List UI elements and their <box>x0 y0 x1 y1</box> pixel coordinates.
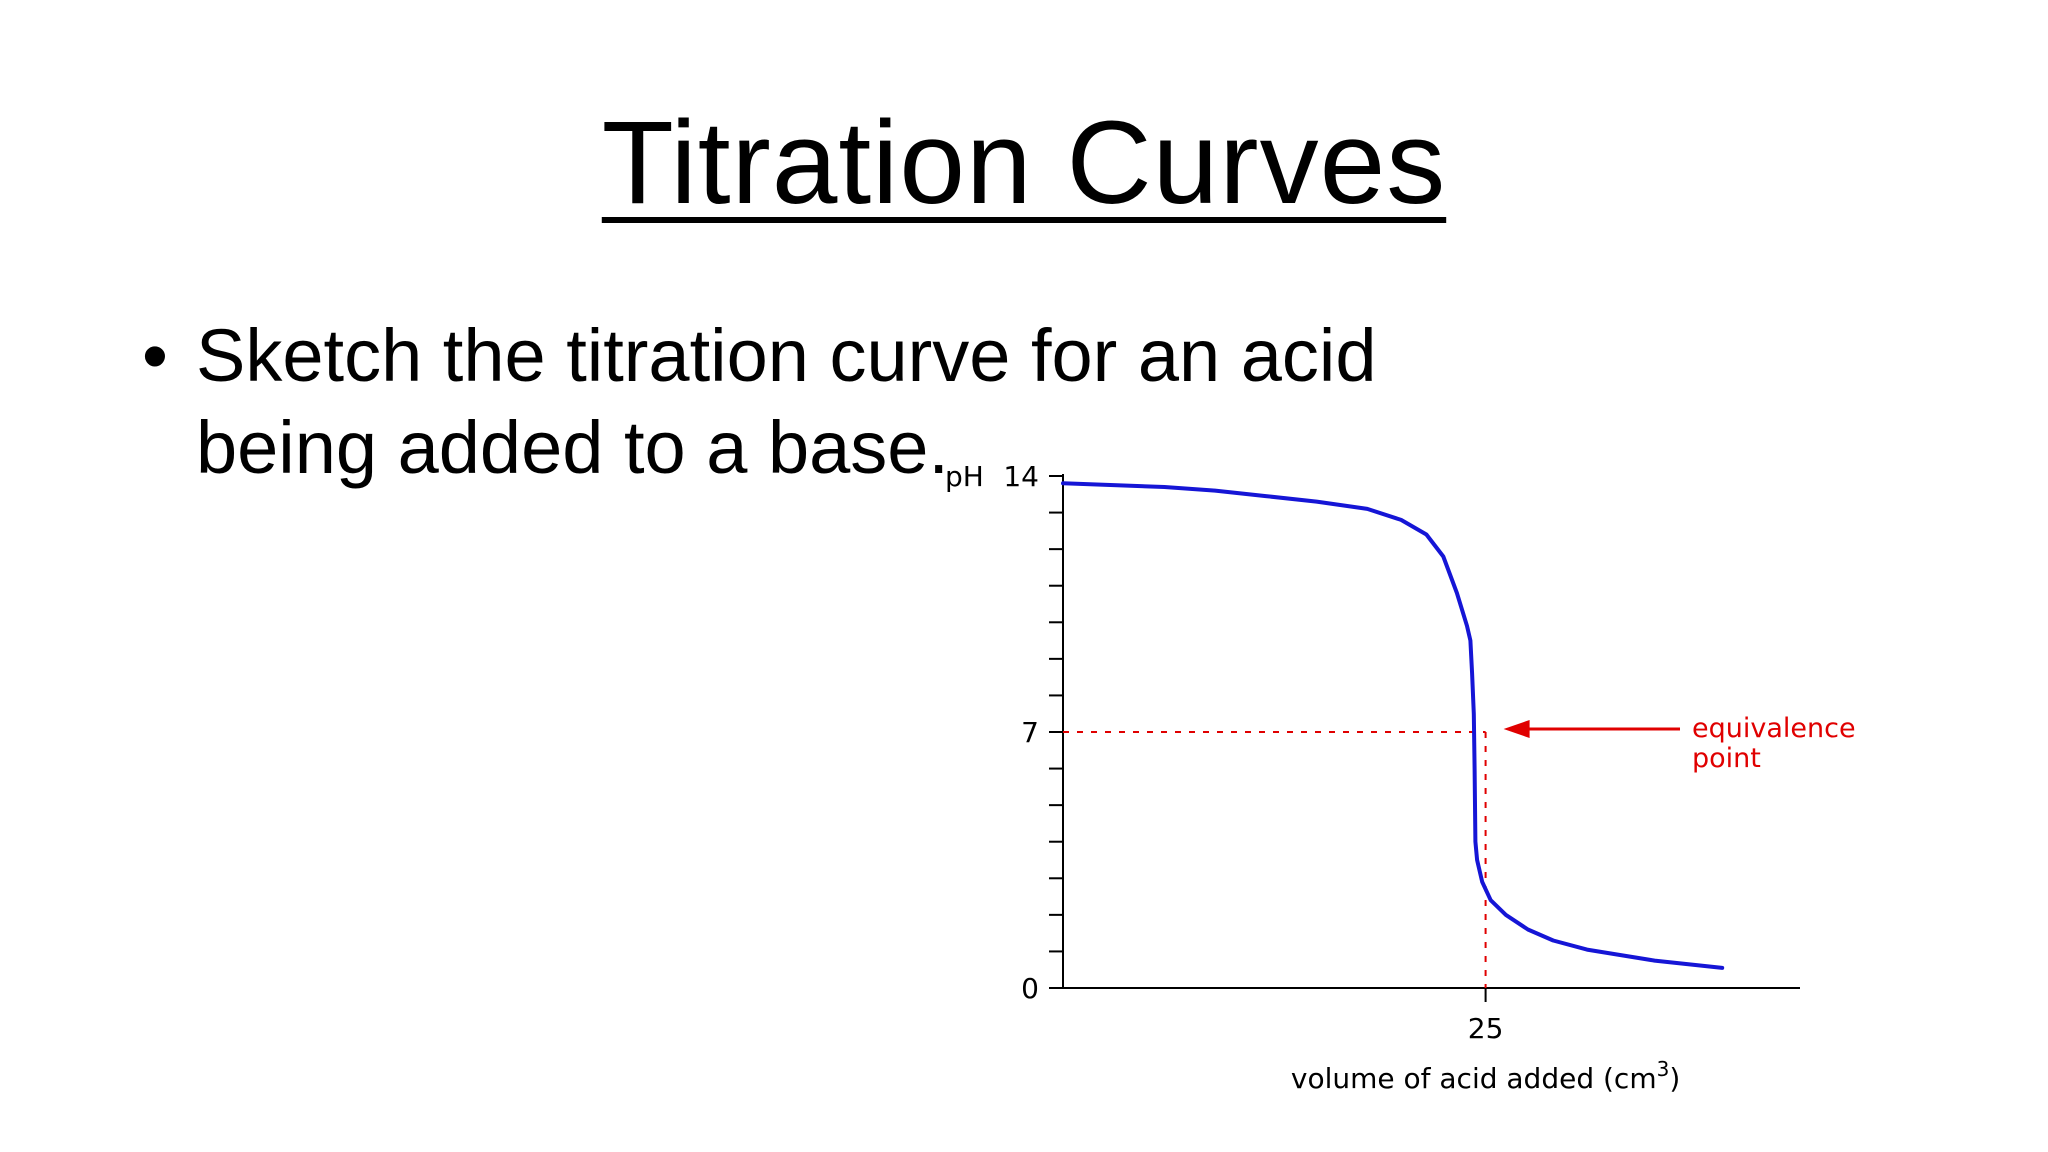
titration-curve-line <box>1063 483 1722 968</box>
x-axis-label-main: volume of acid added (cm <box>1291 1062 1657 1095</box>
x-axis-label-superscript: 3 <box>1657 1057 1670 1081</box>
label-layer: 0 7 14 pH 25 volume of acid added (cm3) <box>945 460 1680 1095</box>
x-axis-label: volume of acid added (cm3) <box>1291 1057 1680 1095</box>
y-tick-label: 0 <box>1021 972 1039 1005</box>
y-tick-label: 7 <box>1021 716 1039 749</box>
y-tick-label: 14 <box>1003 460 1039 493</box>
y-axis-label: pH <box>945 460 984 493</box>
guide-layer <box>1063 732 1486 988</box>
axes-layer <box>1049 474 1800 1002</box>
equivalence-label-line1: equivalence <box>1692 713 1856 744</box>
equivalence-label-line2: point <box>1692 743 1761 774</box>
x-axis-label-tail: ) <box>1669 1062 1680 1095</box>
x-tick-label: 25 <box>1468 1012 1504 1045</box>
equivalence-arrow-head-icon <box>1504 720 1530 738</box>
series-layer <box>1063 483 1722 968</box>
